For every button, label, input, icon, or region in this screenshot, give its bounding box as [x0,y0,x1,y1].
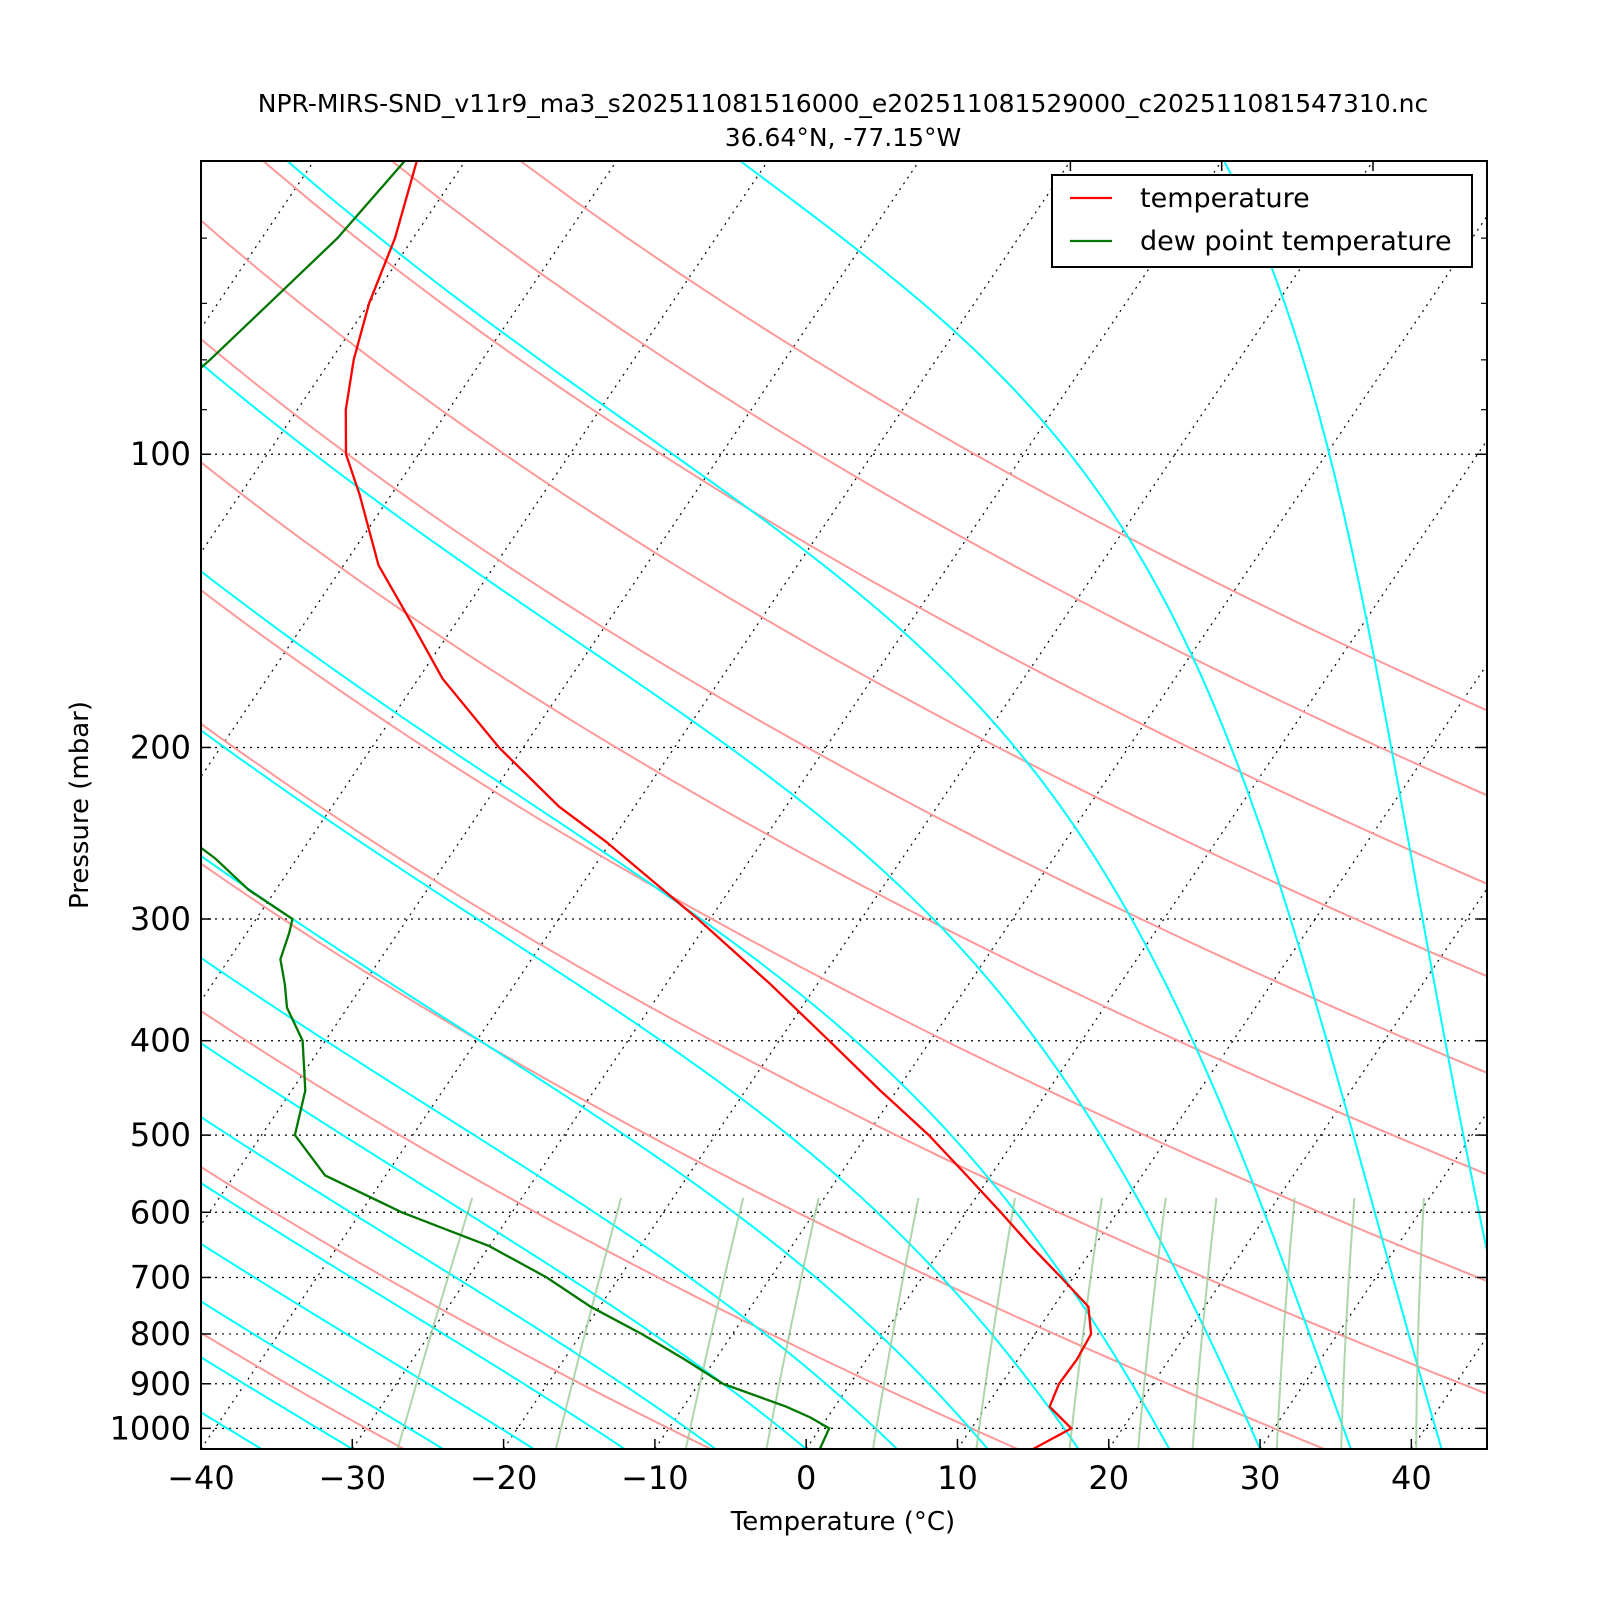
isotherm-line [805,439,1487,1449]
dry-adiabat-line [201,337,1487,1074]
dry-adiabat-line [201,1331,405,1449]
legend-box [1051,174,1473,268]
moist-adiabat-line [201,1356,353,1449]
dry-adiabat-line [391,161,1487,797]
mixing-ratio-line [1191,1197,1218,1449]
dry-adiabat-line [201,862,1325,1449]
dry-adiabat-line [201,1165,712,1449]
moist-adiabat-line [201,729,1080,1449]
y-tick-label: 400 [130,1022,191,1060]
legend-label: dew point temperature [1140,226,1452,257]
y-tick-label: 600 [130,1193,191,1231]
moist-adiabat-line [201,854,989,1449]
y-tick-label: 100 [130,435,191,473]
y-tick-label: 500 [130,1116,191,1154]
x-tick-label: 10 [937,1459,978,1497]
moist-adiabat-line [201,1181,626,1449]
moist-adiabat-line [201,956,898,1449]
x-axis-label: Temperature (°C) [730,1507,955,1537]
mixing-ratio-line [1340,1197,1356,1449]
moist-adiabat-line [201,1115,716,1449]
dry-adiabat-line [201,588,1487,1283]
legend: temperature dew point temperature [1051,174,1473,268]
moist-adiabat-line [201,570,1171,1449]
mixing-ratio-line [872,1197,920,1449]
plot-area [0,161,1600,1449]
y-tick-label: 300 [130,900,191,938]
dry-adiabat-line [201,1009,1018,1449]
chart-title: NPR-MIRS-SND_v11r9_ma3_s202511081516000_… [258,89,1429,118]
isotherm-line [201,161,769,1002]
x-tick-label: −20 [470,1459,538,1497]
mixing-ratio-line [1415,1197,1425,1449]
isotherm-line [503,161,1374,1449]
isotherm-line [0,161,11,1449]
isotherm-line [1563,161,1600,1449]
moist-adiabat-line [739,161,1443,1449]
y-tick-label: 200 [130,728,191,766]
plot-frame [200,160,1488,1450]
moist-adiabat-line [201,362,1261,1449]
dry-adiabat-line [201,722,1487,1395]
data-series [201,161,1093,1449]
mixing-ratio-line [765,1197,820,1449]
x-tick-label: 40 [1391,1459,1432,1497]
mixing-ratio-line [1068,1197,1103,1449]
chart-subtitle: 36.64°N, -77.15°W [725,123,961,152]
moist-adiabat-line [286,161,1352,1449]
isotherm-line [1410,1335,1487,1449]
y-tick-label: 900 [130,1365,191,1403]
isotherm-line [201,161,315,330]
x-tick-label: 30 [1240,1459,1281,1497]
mixing-ratio-line [1137,1197,1167,1449]
isotherm-line [1108,887,1487,1449]
isotherm-line [956,663,1487,1449]
dry-adiabat-line [201,460,1487,1176]
moist-adiabat-line [201,1242,535,1449]
temperature-line [344,161,1093,1449]
axis-ticks: −40 −30 −20 −10 0 10 20 30 40 100 200 300 400 500 600 7… [110,160,1487,1497]
mixing-ratio-line [396,1197,474,1449]
legend-label: temperature [1140,183,1310,214]
moist-adiabat-line [1223,161,1487,1256]
mixing-ratio-line [1275,1197,1296,1449]
isobar-gridlines [0,161,1600,1449]
x-tick-label: −10 [621,1459,689,1497]
background-lines [201,161,1487,1449]
x-tick-label: −30 [319,1459,387,1497]
dry-adiabat-line [262,161,1487,885]
moist-adiabat-line [201,1042,807,1449]
isotherm-line [201,161,1071,1449]
x-tick-label: 20 [1088,1459,1129,1497]
isotherm-line [654,215,1487,1449]
y-tick-label: 700 [130,1258,191,1296]
mixing-ratio-line [554,1197,623,1449]
dew-point-temperature-line [201,161,831,1449]
mixing-ratio-line [975,1197,1016,1449]
y-tick-label: 1000 [110,1409,191,1447]
y-axis-label: Pressure (mbar) [65,701,95,909]
dry-adiabat-line [201,219,1487,978]
isotherm-line [351,161,1223,1449]
moist-adiabat-line [201,1300,444,1449]
x-tick-label: 0 [796,1459,816,1497]
mixing-ratio-line [684,1197,745,1449]
x-tick-label: −40 [167,1459,235,1497]
y-tick-label: 800 [130,1315,191,1353]
